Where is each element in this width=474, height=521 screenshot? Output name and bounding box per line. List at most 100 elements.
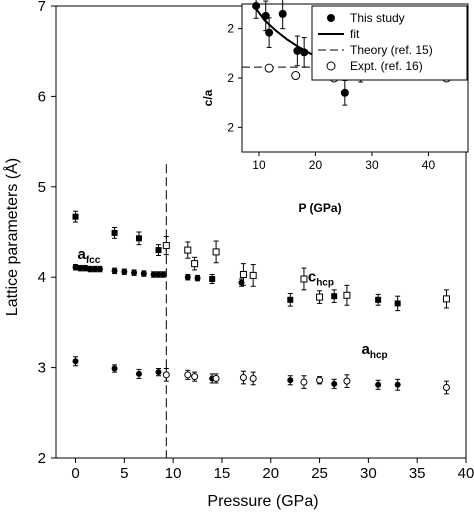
data-point	[394, 300, 401, 307]
x-tick-label: 20	[262, 465, 279, 482]
inset-x-tick-label: 30	[365, 158, 379, 172]
data-point	[239, 374, 247, 382]
data-point	[72, 213, 79, 220]
data-point	[111, 365, 118, 372]
inset-y-tick-label: 2	[227, 22, 234, 36]
inset-y-tick-label: 2	[227, 120, 234, 134]
data-point	[209, 276, 216, 283]
inset-data-point	[265, 28, 274, 37]
main-axes: 0 5 10 15 20 25 30 35 40 2 3 4 5 6 7	[38, 0, 474, 482]
data-point	[87, 266, 94, 273]
inset-x-axis-label: P (GPa)	[298, 201, 341, 215]
data-point	[184, 246, 192, 254]
legend-swatch	[326, 61, 336, 71]
data-point	[442, 295, 450, 303]
data-point	[300, 275, 308, 283]
data-point	[184, 371, 192, 379]
y-tick-label: 5	[38, 179, 46, 196]
data-point	[191, 373, 199, 381]
inset-data-point	[261, 11, 270, 20]
legend-label: Theory (ref. 15)	[350, 43, 433, 57]
inset-x-tick-label: 40	[422, 158, 436, 172]
data-point	[72, 358, 79, 365]
inset-data-point	[278, 9, 287, 18]
data-point	[331, 380, 338, 387]
data-point	[111, 229, 118, 236]
inset-y-axis-label: c/a	[201, 89, 215, 106]
data-point	[121, 268, 128, 275]
x-tick-label: 10	[165, 465, 182, 482]
data-point	[72, 264, 79, 271]
legend-box	[311, 5, 468, 81]
data-point	[194, 275, 201, 282]
data-point	[287, 377, 294, 384]
x-axis-label: Pressure (GPa)	[207, 493, 318, 510]
data-point	[155, 271, 162, 278]
inset-data-point	[264, 63, 274, 73]
data-point	[316, 376, 324, 384]
data-point	[162, 242, 170, 250]
legend-swatch	[327, 14, 335, 22]
data-point	[394, 381, 401, 388]
data-point	[442, 383, 450, 391]
inset-data-point	[340, 88, 349, 97]
data-point	[135, 370, 142, 377]
data-point	[96, 266, 103, 273]
data-point	[82, 265, 89, 272]
legend-label: This study	[350, 11, 405, 25]
data-point	[92, 266, 99, 273]
data-point	[343, 377, 351, 385]
data-point	[212, 248, 220, 256]
inset-axes: 10 20 30 40 2 2 2	[227, 22, 435, 172]
main-annotations: afcc chcp ahcp	[77, 246, 387, 361]
inset-x-tick-label: 20	[309, 158, 323, 172]
inset-legend: This study fit Theory (ref. 15) Expt. (ref.…	[311, 5, 468, 81]
data-point	[184, 274, 191, 281]
phase-label: afcc	[77, 246, 100, 266]
x-tick-label: 15	[214, 465, 231, 482]
legend-label: Expt. (ref. 16)	[350, 59, 423, 73]
data-point	[239, 270, 247, 278]
x-tick-label: 25	[311, 465, 328, 482]
data-point	[191, 260, 199, 268]
x-tick-label: 35	[409, 465, 426, 482]
y-tick-label: 4	[38, 269, 46, 286]
x-tick-label: 40	[458, 465, 474, 482]
data-point	[155, 247, 162, 254]
y-tick-label: 3	[38, 360, 46, 377]
data-point	[162, 371, 170, 379]
legend-label: fit	[350, 27, 360, 41]
data-point	[140, 270, 147, 277]
data-point	[135, 235, 142, 242]
data-point	[287, 296, 294, 303]
data-point	[343, 291, 351, 299]
phase-label: ahcp	[362, 341, 388, 361]
data-point	[212, 374, 220, 382]
x-tick-label: 30	[360, 465, 377, 482]
inset-data-point	[300, 48, 309, 57]
y-tick-label: 6	[38, 88, 46, 105]
inset-data-point	[252, 1, 261, 10]
y-axis-label: Lattice parameters (Å)	[2, 158, 21, 316]
x-tick-label: 5	[120, 465, 128, 482]
x-tick-label: 0	[71, 465, 79, 482]
data-point	[111, 267, 118, 274]
data-point	[131, 269, 138, 276]
data-point	[316, 293, 324, 301]
data-point	[150, 271, 157, 278]
data-point	[300, 378, 308, 386]
data-point	[160, 271, 167, 278]
inset-x-tick-label: 10	[252, 158, 266, 172]
data-point	[375, 381, 382, 388]
data-point	[249, 374, 257, 382]
data-point	[155, 369, 162, 376]
phase-label: chcp	[308, 269, 334, 289]
data-point	[331, 293, 338, 300]
data-point	[77, 265, 84, 272]
y-tick-label: 7	[38, 0, 46, 15]
y-tick-label: 2	[38, 450, 46, 467]
inset-y-tick-label: 2	[227, 71, 234, 85]
inset-data-point	[291, 71, 301, 81]
main-data-marks	[72, 210, 450, 395]
